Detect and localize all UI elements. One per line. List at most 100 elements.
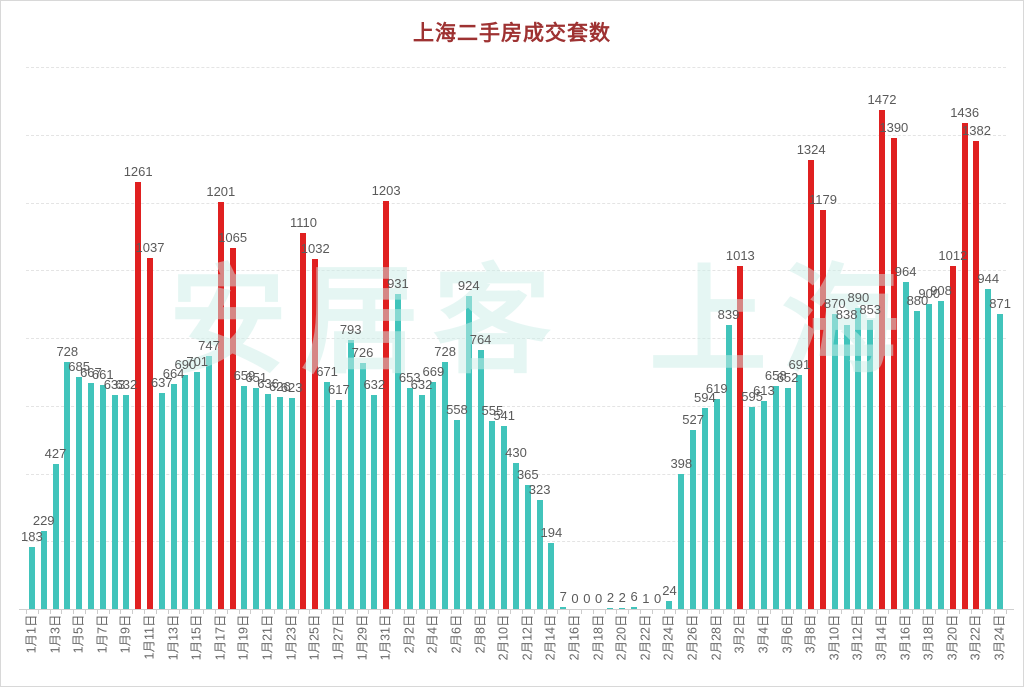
bar-highlight	[312, 259, 319, 609]
x-axis-label: 2月22日	[638, 614, 653, 661]
gridline	[26, 202, 1006, 204]
x-axis-tick	[498, 610, 500, 614]
x-axis-label: 1月29日	[355, 614, 369, 661]
bar-value-label: 793	[339, 322, 362, 337]
bar	[194, 372, 201, 609]
x-axis-label: 2月10日	[496, 614, 511, 661]
x-axis-label: 2月16日	[567, 614, 582, 661]
x-axis-tick	[368, 610, 370, 614]
bar-value-label: 1201	[206, 184, 236, 199]
gridline	[26, 67, 1006, 68]
bar-highlight	[217, 202, 224, 609]
x-axis-tick	[545, 610, 547, 614]
x-axis-label: 3月16日	[898, 614, 913, 661]
bar	[394, 294, 401, 609]
bar-value-label: 1037	[135, 240, 165, 255]
x-axis-tick	[356, 610, 358, 614]
bar	[831, 314, 838, 609]
bar-value-label: 764	[469, 332, 492, 347]
bar-highlight	[879, 110, 886, 609]
bar	[335, 400, 342, 609]
x-axis-tick	[49, 610, 51, 614]
x-axis-tick	[344, 610, 346, 614]
x-axis-label: 2月18日	[591, 614, 606, 661]
x-axis-tick	[214, 610, 216, 614]
bar	[536, 500, 543, 609]
bar-value-label: 1032	[300, 241, 330, 256]
x-axis-tick	[864, 610, 866, 614]
x-axis-tick	[486, 610, 488, 614]
x-axis-tick	[557, 610, 559, 614]
bar	[867, 320, 874, 609]
x-axis-label: 1月23日	[284, 614, 299, 661]
x-axis-label: 2月12日	[520, 614, 535, 661]
x-axis-tick	[380, 610, 382, 614]
bar	[52, 464, 59, 609]
bar-value-label: 623	[280, 380, 303, 395]
x-axis-tick	[155, 610, 157, 614]
bar	[477, 350, 484, 609]
x-axis-tick	[439, 610, 441, 614]
bar	[288, 398, 295, 609]
bar	[513, 463, 519, 609]
bar	[796, 375, 803, 609]
bar-value-label: 1472	[867, 92, 897, 107]
bar-value-label: 747	[198, 338, 220, 353]
x-axis-tick	[946, 610, 948, 614]
x-axis-tick	[722, 610, 724, 614]
bar-value-label: 1013	[725, 248, 755, 263]
bar	[784, 388, 791, 609]
x-axis-tick	[462, 610, 464, 614]
bar-value-label: 931	[387, 276, 409, 291]
x-axis-tick	[85, 610, 87, 614]
bar-value-label: 1179	[809, 192, 837, 207]
bar-value-label: 0	[654, 591, 662, 606]
bar-value-label: 658	[764, 368, 787, 383]
bar	[253, 388, 260, 609]
bar-value-label: 661	[91, 367, 114, 382]
bar	[914, 311, 921, 609]
bar-value-label: 558	[446, 402, 468, 417]
gridline	[26, 134, 1006, 136]
bar-value-label: 183	[21, 529, 43, 544]
x-axis-tick	[793, 610, 795, 614]
bar-value-label: 430	[505, 445, 527, 460]
bar	[123, 395, 130, 609]
x-axis-tick	[958, 610, 960, 614]
chart-title: 上海二手房成交套数	[413, 22, 611, 45]
x-axis-tick	[191, 610, 193, 614]
x-axis-tick	[510, 610, 512, 614]
bar	[501, 426, 508, 609]
bar-value-label: 944	[977, 271, 1000, 286]
gridline	[26, 338, 1006, 339]
x-axis-tick	[309, 610, 311, 614]
bar-value-label: 890	[847, 290, 870, 305]
bar-value-label: 1324	[796, 142, 826, 157]
x-axis-label: 1月27日	[331, 614, 346, 661]
bar-highlight	[961, 123, 968, 609]
bar-value-label: 617	[328, 382, 350, 397]
bar	[938, 301, 945, 609]
bar	[855, 308, 862, 609]
x-axis-label: 2月8日	[473, 614, 488, 654]
bar-value-label: 7	[559, 589, 567, 604]
x-axis-line	[19, 609, 1014, 610]
bar-value-label: 594	[694, 390, 716, 405]
bar-value-label: 541	[493, 408, 516, 423]
x-axis-tick	[852, 610, 854, 614]
x-axis-tick	[817, 610, 819, 614]
x-axis-tick	[569, 610, 571, 614]
bar	[607, 608, 614, 609]
x-axis-tick	[592, 610, 594, 614]
bar-value-label: 632	[115, 377, 138, 392]
bar	[76, 377, 83, 609]
bar	[560, 607, 567, 609]
bar-value-label: 900	[918, 286, 941, 301]
bar	[926, 304, 933, 609]
x-axis-tick	[474, 610, 476, 614]
x-axis-tick	[687, 610, 689, 614]
x-axis-tick	[899, 610, 901, 614]
bar	[347, 340, 354, 609]
x-axis-tick	[26, 610, 27, 614]
gridline	[26, 270, 1006, 272]
